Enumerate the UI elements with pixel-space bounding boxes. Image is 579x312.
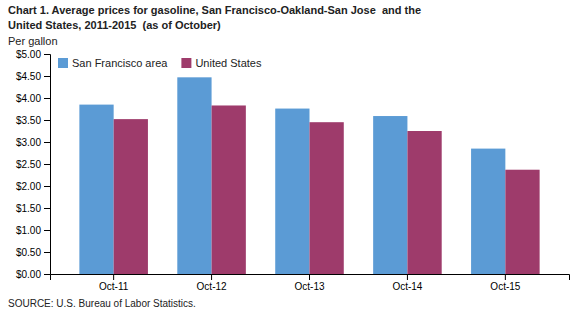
x-tick-label: Oct-14 [392, 281, 422, 292]
y-tick-mark [44, 186, 50, 187]
title: Chart 1. Average prices for gasoline, Sa… [8, 4, 421, 31]
legend-label: San Francisco area [72, 57, 168, 69]
y-tick-label: $3.50 [16, 115, 41, 126]
bar [275, 109, 309, 274]
y-tick-label: $4.00 [16, 93, 41, 104]
legend-label: United States [195, 57, 262, 69]
x-tick: Oct-13 [294, 274, 324, 292]
x-tick: Oct-12 [197, 274, 227, 292]
bars [79, 77, 539, 274]
legend: San Francisco area United States [58, 57, 262, 69]
x-tick-label: Oct-11 [99, 281, 129, 292]
y-tick-label: $5.00 [16, 49, 41, 60]
legend-item: United States [181, 57, 262, 69]
x-tick-label: Oct-13 [294, 281, 324, 292]
y-axis: $0.00 $0.50 $1.00 $1.50 $2.00 $2.50 $3.00 $3.50… [16, 49, 51, 280]
y-tick-label: $2.00 [16, 181, 41, 192]
y-tick-label: $1.50 [16, 203, 41, 214]
bar [177, 77, 211, 274]
y-tick: $3.00 [16, 137, 50, 148]
y-tick-mark [44, 164, 50, 165]
y-tick: $4.00 [16, 93, 50, 104]
y-tick: $1.00 [16, 225, 50, 236]
bar-series [114, 105, 540, 274]
x-axis-line [51, 275, 570, 281]
x-tick-label: Oct-15 [490, 281, 520, 292]
y-tick-mark [44, 54, 50, 55]
y-tick-label: $2.50 [16, 159, 41, 170]
y-tick: $4.50 [16, 71, 50, 82]
x-tick-mark [505, 274, 506, 280]
chart-container: Chart 1. Average prices for gasoline, Sa… [0, 0, 579, 312]
y-tick-label: $1.00 [16, 225, 41, 236]
y-axis-line [44, 55, 51, 275]
y-tick: $0.50 [16, 247, 50, 258]
y-tick-mark [44, 208, 50, 209]
bar [114, 119, 148, 274]
x-tick-label: Oct-12 [197, 281, 227, 292]
x-tick: Oct-15 [490, 274, 520, 292]
source: SOURCE: U.S. Bureau of Labor Statistics. [8, 298, 196, 309]
bar-series [79, 77, 505, 274]
title-line: Chart 1. Average prices for gasoline, Sa… [8, 4, 421, 16]
y-tick: $3.50 [16, 115, 50, 126]
title-line: United States, 2011-2015 (as of October) [8, 19, 221, 31]
bar [407, 131, 441, 274]
x-tick: Oct-14 [392, 274, 422, 292]
x-tick-mark [407, 274, 408, 280]
y-tick-mark [44, 230, 50, 231]
bar [505, 170, 539, 274]
y-tick-mark [44, 120, 50, 121]
y-tick: $1.50 [16, 203, 50, 214]
y-tick: $2.50 [16, 159, 50, 170]
legend-swatch [58, 58, 68, 68]
x-tick-mark [113, 274, 114, 280]
legend-item: San Francisco area [58, 57, 168, 69]
bar [212, 105, 246, 274]
x-tick-mark [211, 274, 212, 280]
bar [310, 122, 344, 274]
y-tick-label: $3.00 [16, 137, 41, 148]
x-tick-mark [309, 274, 310, 280]
y-axis-label: Per gallon [8, 35, 58, 47]
y-tick-label: $0.50 [16, 247, 41, 258]
y-tick: $5.00 [16, 49, 50, 60]
legend-swatch [181, 58, 191, 68]
y-tick-mark [44, 252, 50, 253]
y-tick-label: $0.00 [16, 269, 41, 280]
bar [471, 149, 505, 274]
y-tick-mark [44, 142, 50, 143]
x-tick: Oct-11 [99, 274, 129, 292]
y-tick-label: $4.50 [16, 71, 41, 82]
y-tick-mark [44, 98, 50, 99]
x-axis: Oct-11 Oct-12 Oct-13 Oct-14 Oct-15 [51, 274, 570, 292]
y-tick-mark [44, 274, 50, 275]
y-tick: $0.00 [16, 269, 50, 280]
chart-svg: Chart 1. Average prices for gasoline, Sa… [0, 0, 579, 312]
y-tick-mark [44, 76, 50, 77]
bar [79, 105, 113, 274]
plot: $0.00 $0.50 $1.00 $1.50 $2.00 $2.50 $3.00 $3.50… [16, 49, 570, 292]
y-tick: $2.00 [16, 181, 50, 192]
bar [373, 116, 407, 274]
